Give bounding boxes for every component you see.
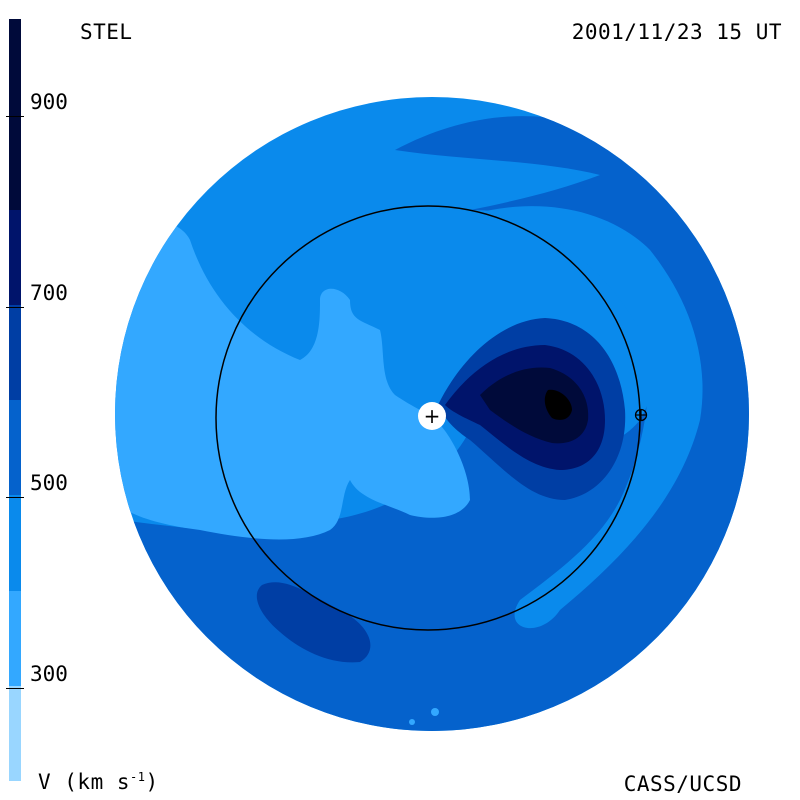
timestamp-label: 2001/11/23 15 UT xyxy=(571,20,782,44)
colorbar-segment xyxy=(9,400,21,496)
contour-300-400 xyxy=(115,221,470,540)
contour-speck xyxy=(431,708,439,716)
colorbar-tick-label: 500 xyxy=(30,471,68,496)
colorbar-segment xyxy=(9,590,21,686)
colorbar-tick-label: 300 xyxy=(30,661,68,686)
earth-marker xyxy=(634,408,648,422)
colorbar-tick-label: 700 xyxy=(30,280,68,305)
sun-marker xyxy=(418,402,446,430)
colorbar-segment xyxy=(9,209,21,305)
contour-peak xyxy=(544,389,572,420)
sun-symbol: + xyxy=(424,404,441,428)
colorbar-tick xyxy=(6,497,24,499)
colorbar-segment xyxy=(9,495,21,591)
contour-600-700-lower xyxy=(256,582,371,663)
colorbar-segment xyxy=(9,685,21,781)
colorbar-tick xyxy=(6,116,24,118)
colorbar-segment xyxy=(9,19,21,210)
velocity-colorbar xyxy=(9,19,21,781)
colorbar-tick-label: 900 xyxy=(30,90,68,115)
velocity-contours xyxy=(115,116,749,731)
velocity-unit-label: V (km s-1) xyxy=(38,770,159,794)
credit-label: CASS/UCSD xyxy=(623,772,742,796)
source-label: STEL xyxy=(80,20,133,44)
colorbar-tick xyxy=(6,306,24,308)
contour-800-900-core xyxy=(480,367,589,444)
earth-orbit-circle xyxy=(215,205,641,631)
colorbar-tick xyxy=(6,687,24,689)
colorbar-segment xyxy=(9,304,21,400)
contour-speck xyxy=(409,719,415,725)
contour-400-500-band xyxy=(470,206,703,629)
